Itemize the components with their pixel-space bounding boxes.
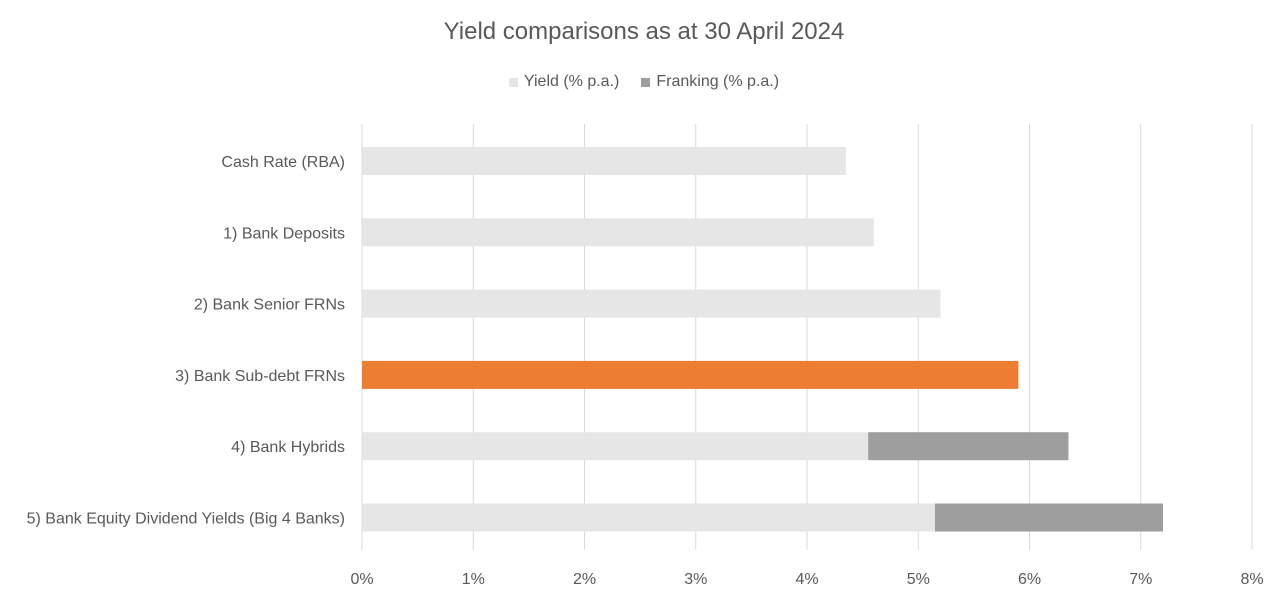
chart-title: Yield comparisons as at 30 April 2024 xyxy=(443,18,845,45)
category-label: 1) Bank Deposits xyxy=(223,225,345,242)
bar-yield xyxy=(362,289,941,318)
x-tick-label: 3% xyxy=(684,571,707,588)
x-tick-label: 0% xyxy=(350,571,373,588)
legend-swatch-yield xyxy=(508,77,518,87)
legend-swatch-franking xyxy=(641,77,651,87)
bar-yield xyxy=(362,147,846,175)
x-tick-label: 7% xyxy=(1129,571,1152,588)
legend-label-franking: Franking (% p.a.) xyxy=(656,73,780,90)
x-tick-label: 2% xyxy=(573,571,596,588)
x-tick-label: 5% xyxy=(907,571,930,588)
category-label: 5) Bank Equity Dividend Yields (Big 4 Ba… xyxy=(27,511,345,528)
bar-yield xyxy=(362,360,1019,389)
legend-label-yield: Yield (% p.a.) xyxy=(523,73,620,90)
x-tick-label: 8% xyxy=(1240,571,1263,588)
bar-yield xyxy=(362,218,874,247)
category-label: 2) Bank Senior FRNs xyxy=(194,297,345,314)
category-label: Cash Rate (RBA) xyxy=(221,154,345,171)
x-tick-label: 4% xyxy=(795,571,818,588)
category-label: 4) Bank Hybrids xyxy=(231,439,345,456)
x-tick-label: 6% xyxy=(1018,571,1041,588)
bar-yield xyxy=(362,503,935,532)
legend-item-yield: Yield (% p.a.) xyxy=(508,73,620,91)
bar-yield xyxy=(362,432,869,461)
chart-legend: Yield (% p.a.) Franking (% p.a.) xyxy=(0,73,1288,91)
bar-franking xyxy=(868,432,1069,461)
x-tick-label: 1% xyxy=(462,571,485,588)
bar-franking xyxy=(934,503,1163,532)
category-label: 3) Bank Sub-debt FRNs xyxy=(175,368,345,385)
legend-item-franking: Franking (% p.a.) xyxy=(641,73,779,91)
